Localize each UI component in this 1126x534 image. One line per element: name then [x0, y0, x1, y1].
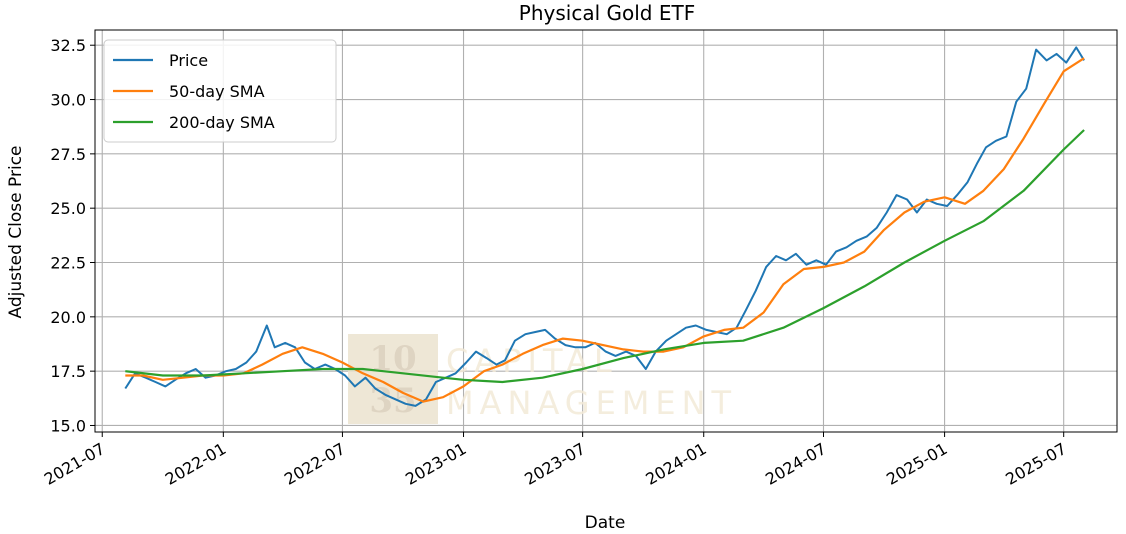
x-tick-label: 2024-07 — [762, 439, 829, 489]
x-tick-label: 2022-01 — [162, 439, 229, 489]
x-tick-label: 2025-07 — [1002, 439, 1069, 489]
watermark-text1: CAPITAL — [446, 342, 618, 380]
legend-label-price: Price — [169, 51, 208, 70]
y-tick-label: 25.0 — [50, 199, 86, 218]
y-tick-label: 15.0 — [50, 416, 86, 435]
y-tick-label: 32.5 — [50, 36, 86, 55]
x-tick-label: 2023-07 — [521, 439, 588, 489]
series — [124, 46, 1085, 407]
x-axis-title: Date — [585, 513, 626, 533]
y-tick-label: 30.0 — [50, 91, 86, 110]
x-tick-label: 2022-07 — [281, 439, 348, 489]
y-tick-label: 27.5 — [50, 145, 86, 164]
chart-title: Physical Gold ETF — [519, 1, 695, 25]
x-tick-label: 2024-01 — [642, 439, 709, 489]
x-tick-label: 2021-07 — [41, 439, 108, 489]
y-axis: 15.0 17.5 20.0 22.5 25.0 27.5 30.0 32.5 — [50, 36, 95, 435]
plot-frame — [94, 29, 1118, 433]
x-tick-label: 2023-01 — [402, 439, 469, 489]
price-line — [124, 46, 1085, 407]
legend-box — [103, 39, 337, 143]
y-tick-label: 20.0 — [50, 308, 86, 327]
sma200-line — [125, 129, 1085, 384]
y-tick-label: 22.5 — [50, 254, 86, 273]
sma50-line — [125, 57, 1085, 403]
legend-label-sma50: 50-day SMA — [169, 82, 265, 101]
watermark-text2: MANAGEMENT — [446, 384, 737, 422]
legend: Price 50-day SMA 200-day SMA — [103, 39, 337, 143]
y-axis-title: Adjusted Close Price — [6, 146, 26, 319]
y-tick-label: 17.5 — [50, 362, 86, 381]
x-axis: 2021-07 2022-01 2022-07 2023-01 2023-07 2024-… — [41, 432, 1070, 489]
x-tick-label: 2025-01 — [883, 439, 950, 489]
legend-label-sma200: 200-day SMA — [169, 113, 275, 132]
